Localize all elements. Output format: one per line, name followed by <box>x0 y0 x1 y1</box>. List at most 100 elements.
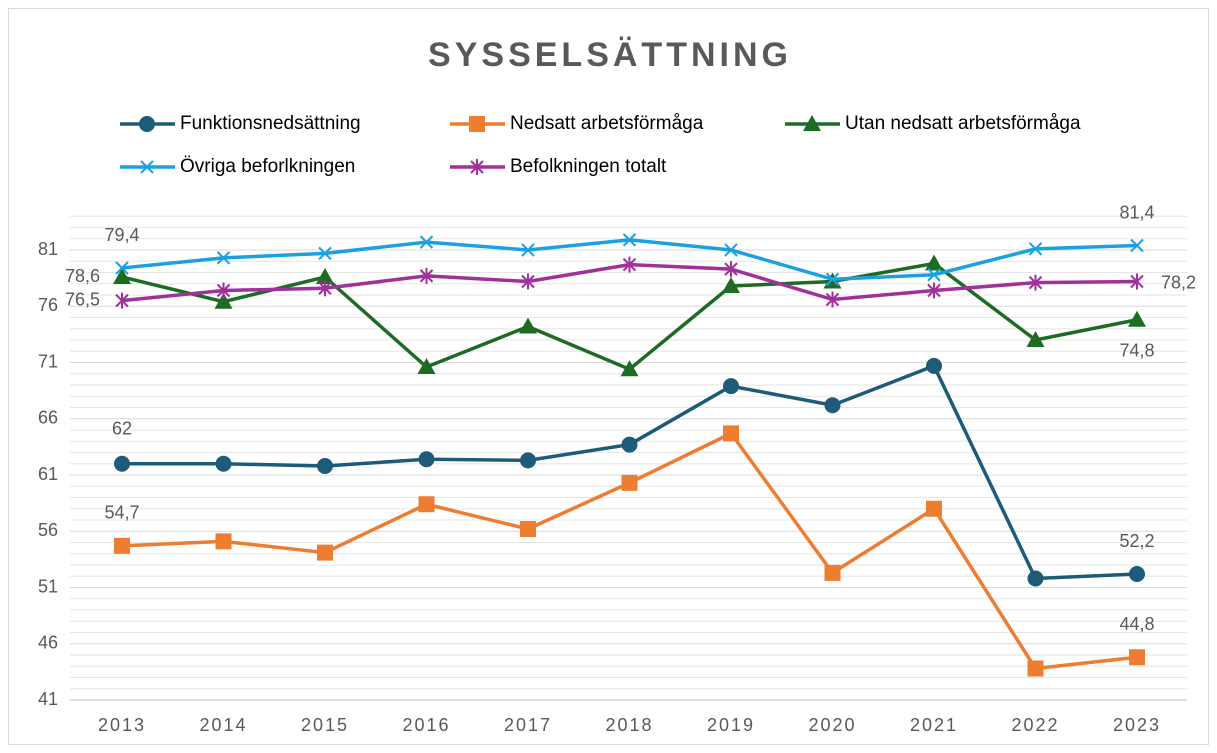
x-tick-label: 2013 <box>98 715 146 735</box>
marker <box>521 273 535 290</box>
marker <box>927 268 941 282</box>
marker <box>1129 566 1145 582</box>
x-tick-label: 2015 <box>301 715 349 735</box>
chart-title: SYSSELSÄTTNING <box>428 36 792 74</box>
y-tick-label: 66 <box>38 408 58 428</box>
marker <box>318 246 332 261</box>
data-label: 76,5 <box>65 289 100 309</box>
y-tick-label: 56 <box>38 520 58 540</box>
y-tick-label: 46 <box>38 633 58 653</box>
marker <box>1130 273 1144 290</box>
marker <box>724 243 738 257</box>
marker <box>113 268 131 284</box>
marker <box>418 451 435 468</box>
chart-border <box>8 8 1209 745</box>
marker <box>722 277 740 293</box>
data-label: 81,4 <box>1119 202 1154 222</box>
marker <box>824 397 841 414</box>
marker <box>419 235 434 249</box>
marker <box>723 425 739 442</box>
marker <box>316 268 334 284</box>
legend-item: Övriga beforlkningen <box>120 156 355 177</box>
marker <box>520 521 536 537</box>
y-tick-label: 61 <box>38 464 58 484</box>
marker <box>724 261 738 278</box>
marker <box>417 358 436 374</box>
data-label: 44,8 <box>1119 614 1154 634</box>
marker <box>470 159 484 175</box>
marker <box>1028 242 1043 256</box>
y-tick-label: 76 <box>38 295 58 315</box>
marker <box>520 452 536 469</box>
marker <box>620 360 639 377</box>
marker <box>215 533 232 550</box>
marker <box>1027 570 1044 587</box>
x-tick-label: 2023 <box>1113 715 1161 735</box>
legend-item: Nedsatt arbetsförmåga <box>450 113 704 134</box>
marker <box>1026 331 1045 347</box>
marker <box>1028 274 1043 291</box>
legend-item: Funktionsnedsättning <box>120 113 361 134</box>
marker <box>114 537 130 554</box>
marker <box>519 317 537 334</box>
marker <box>115 292 129 309</box>
marker <box>317 544 333 561</box>
x-tick-label: 2020 <box>808 715 856 735</box>
marker <box>215 455 232 472</box>
marker <box>318 280 332 297</box>
y-tick-label: 71 <box>38 351 58 371</box>
marker <box>216 251 231 265</box>
marker <box>1027 660 1044 677</box>
marker <box>825 291 840 308</box>
legend-item: Befolkningen totalt <box>450 156 667 177</box>
marker <box>521 243 535 257</box>
marker <box>115 261 129 275</box>
marker <box>418 496 435 513</box>
marker <box>1130 238 1144 253</box>
marker <box>214 292 233 309</box>
x-tick-label: 2017 <box>504 715 552 735</box>
marker <box>140 160 154 174</box>
marker <box>1128 310 1146 327</box>
marker <box>927 282 941 299</box>
y-tick-label: 81 <box>38 239 58 259</box>
x-tick-label: 2021 <box>910 715 958 735</box>
data-label: 52,2 <box>1119 531 1154 551</box>
marker <box>419 267 434 284</box>
x-tick-label: 2014 <box>199 715 247 735</box>
legend-label: Befolkningen totalt <box>510 156 667 177</box>
marker <box>926 500 942 517</box>
marker <box>925 254 943 271</box>
marker <box>621 474 638 491</box>
legend-label: Funktionsnedsättning <box>180 113 361 134</box>
x-tick-label: 2016 <box>402 715 450 735</box>
legend-label: Utan nedsatt arbetsförmåga <box>845 113 1081 134</box>
data-label: 78,6 <box>65 266 100 286</box>
y-tick-label: 51 <box>38 576 58 596</box>
data-label: 54,7 <box>104 503 139 523</box>
marker <box>723 378 739 395</box>
x-tick-label: 2018 <box>605 715 653 735</box>
legend-label: Nedsatt arbetsförmåga <box>510 113 704 134</box>
data-label: 62 <box>112 419 132 439</box>
marker <box>926 357 942 374</box>
marker <box>216 282 231 299</box>
series <box>114 425 1145 677</box>
x-tick-label: 2022 <box>1011 715 1059 735</box>
marker <box>139 116 155 132</box>
marker <box>114 455 130 472</box>
marker <box>803 115 821 131</box>
marker <box>621 436 638 453</box>
legend-item: Utan nedsatt arbetsförmåga <box>785 113 1081 134</box>
y-tick-label: 41 <box>38 689 58 709</box>
series <box>115 256 1144 309</box>
marker <box>824 564 841 581</box>
x-tick-label: 2019 <box>707 715 755 735</box>
legend-label: Övriga beforlkningen <box>180 156 355 177</box>
data-label: 79,4 <box>104 225 139 245</box>
data-label: 78,2 <box>1161 272 1196 292</box>
series <box>114 357 1145 587</box>
marker <box>622 256 637 273</box>
marker <box>1129 649 1145 666</box>
